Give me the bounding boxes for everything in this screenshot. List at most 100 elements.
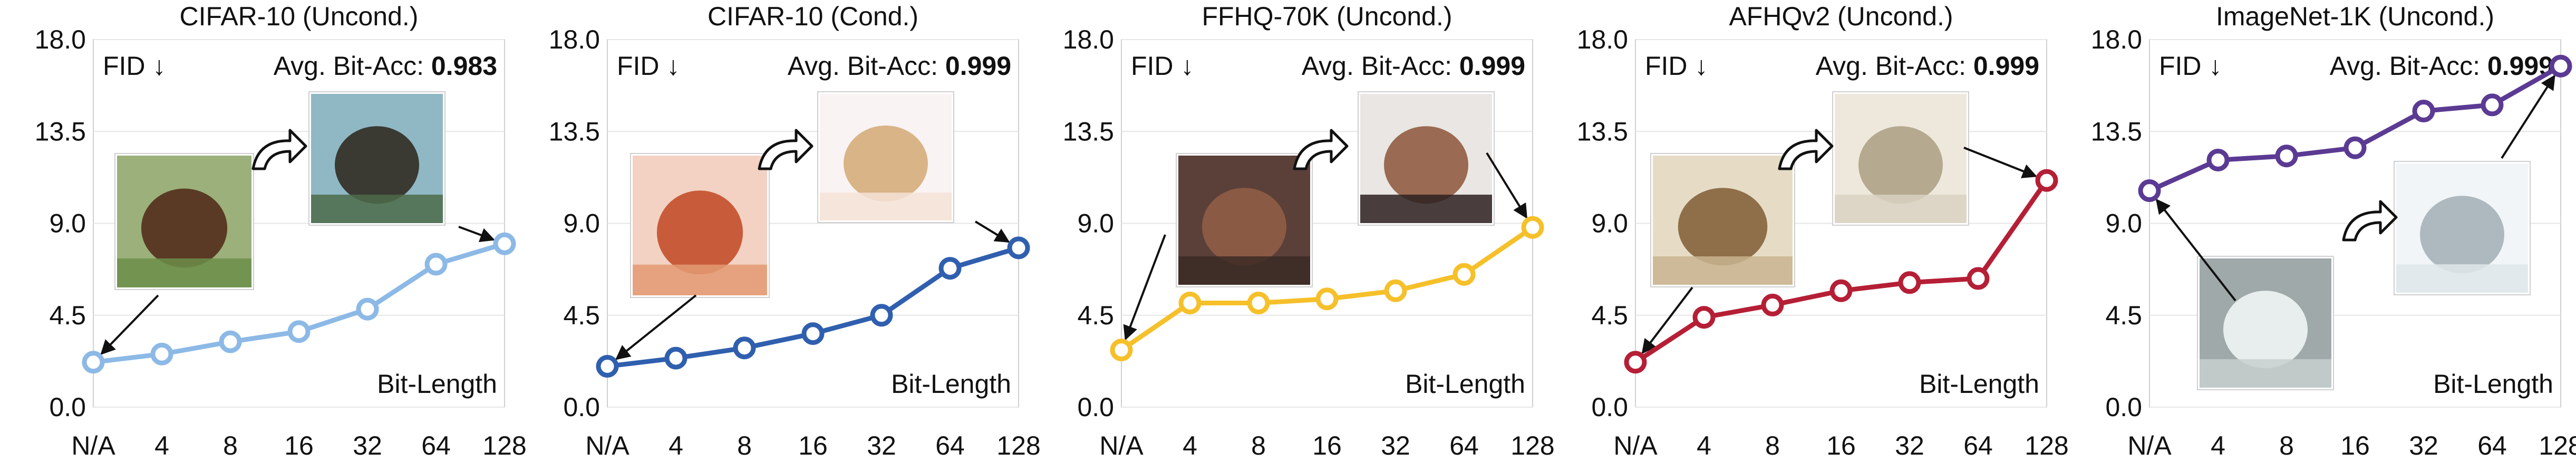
data-point — [219, 330, 242, 353]
data-point — [1110, 339, 1133, 362]
y-tick-label: 18.0 — [1063, 25, 1114, 54]
data-point — [664, 346, 687, 370]
data-point — [1761, 293, 1784, 316]
chart-panel-1: 0.0 4.5 9.0 13.5 18.0 N/A 4 8 16 32 64 128 CIFAR-10 … — [35, 2, 527, 460]
y-tick-label: 9.0 — [563, 209, 600, 238]
data-point — [150, 342, 173, 365]
pointer-arrow — [100, 294, 159, 355]
data-point — [1452, 263, 1476, 286]
data-point — [1178, 292, 1202, 315]
y-tick-label: 4.5 — [1077, 301, 1114, 330]
metric-label: FID ↓ — [2159, 51, 2222, 81]
x-axis-label: Bit-Length — [1919, 369, 2039, 399]
sample-image-watermarked — [817, 91, 954, 223]
x-tick-label: 128 — [1510, 431, 1554, 460]
x-tick-label: 128 — [2539, 431, 2576, 460]
x-tick-label: 16 — [798, 431, 828, 460]
data-point — [733, 336, 756, 360]
y-tick-label: 4.5 — [49, 301, 86, 330]
data-point — [1692, 306, 1716, 329]
chart-panel-5: 0.0 4.5 9.0 13.5 18.0 N/A 4 8 16 32 64 128 ImageNet-… — [2091, 2, 2576, 460]
chart-panel-3: 0.0 4.5 9.0 13.5 18.0 N/A 4 8 16 32 64 128 FFHQ-70K … — [1063, 2, 1555, 460]
sample-image-original — [2197, 256, 2334, 390]
bit-accuracy-label: Avg. Bit-Acc: 0.999 — [788, 51, 1011, 81]
data-point — [1967, 267, 1990, 290]
x-tick-label: 64 — [1449, 431, 1479, 460]
pointer-arrow — [974, 220, 1010, 243]
image-ground — [2200, 359, 2331, 388]
image-subject — [844, 126, 928, 201]
y-tick-label: 0.0 — [1077, 392, 1114, 422]
x-tick-label: 8 — [737, 431, 752, 460]
image-ground — [820, 192, 952, 220]
pointer-arrow — [1641, 286, 1693, 354]
x-tick-label: 128 — [996, 431, 1040, 460]
image-subject — [335, 126, 419, 204]
chart-title: FFHQ-70K (Uncond.) — [1202, 2, 1452, 31]
pointer-arrow — [1123, 234, 1166, 341]
data-point — [2035, 169, 2058, 192]
sample-image-original — [1176, 153, 1313, 287]
x-tick-label: N/A — [2127, 431, 2172, 460]
data-point — [1384, 279, 1407, 302]
image-ground — [2396, 264, 2528, 293]
x-tick-label: 4 — [2211, 431, 2225, 460]
x-tick-label: 32 — [1895, 431, 1924, 460]
image-subject — [2420, 196, 2504, 274]
y-tick-label: 4.5 — [1591, 301, 1628, 330]
sample-image-watermarked — [308, 91, 446, 226]
data-point — [1521, 216, 1544, 239]
curved-arrow-icon — [2342, 200, 2398, 242]
pointer-arrow — [1963, 147, 2038, 178]
image-ground — [311, 195, 443, 223]
bit-accuracy-label: Avg. Bit-Acc: 0.999 — [2330, 51, 2553, 81]
image-subject — [1858, 126, 1943, 204]
x-tick-label: 4 — [1697, 431, 1711, 460]
data-point — [1315, 287, 1339, 311]
x-axis-label: Bit-Length — [1405, 369, 1525, 399]
data-point — [2138, 179, 2161, 203]
chart-title: CIFAR-10 (Uncond.) — [180, 2, 419, 31]
data-point — [801, 322, 825, 345]
sample-image-original — [1650, 153, 1795, 287]
data-point — [1007, 236, 1030, 259]
x-tick-label: 64 — [1963, 431, 1993, 460]
pointer-arrow — [1486, 152, 1528, 219]
y-tick-label: 4.5 — [2105, 301, 2142, 330]
image-subject — [656, 190, 743, 275]
chart-panel-2: 0.0 4.5 9.0 13.5 18.0 N/A 4 8 16 32 64 128 CIFAR-10 … — [549, 2, 1041, 460]
chart-panel-4: 0.0 4.5 9.0 13.5 18.0 N/A 4 8 16 32 64 128 AFHQv2 (U… — [1577, 2, 2069, 460]
metric-label: FID ↓ — [1131, 51, 1194, 81]
bit-accuracy-label: Avg. Bit-Acc: 0.999 — [1816, 51, 2039, 81]
image-ground — [1653, 256, 1793, 285]
y-tick-label: 18.0 — [1577, 25, 1628, 54]
y-tick-label: 13.5 — [549, 117, 600, 146]
x-axis-label: Bit-Length — [377, 369, 497, 399]
data-point — [493, 232, 516, 255]
x-axis-label: Bit-Length — [2433, 369, 2553, 399]
image-ground — [1178, 256, 1310, 285]
data-point — [2275, 145, 2298, 168]
data-point — [1898, 271, 1921, 294]
x-tick-label: 64 — [2477, 431, 2507, 460]
x-axis-label: Bit-Length — [891, 369, 1011, 399]
image-subject — [141, 188, 228, 268]
x-tick-label: 16 — [1312, 431, 1342, 460]
data-point — [1829, 279, 1853, 302]
sample-image-watermarked — [2394, 161, 2531, 295]
bit-accuracy-label: Avg. Bit-Acc: 0.999 — [1302, 51, 1525, 81]
y-tick-label: 4.5 — [563, 301, 600, 330]
data-point — [2549, 54, 2572, 78]
x-tick-label: 4 — [1183, 431, 1197, 460]
sample-image-watermarked — [1832, 91, 1969, 226]
y-tick-label: 0.0 — [2105, 392, 2142, 422]
pointer-arrow — [615, 294, 697, 360]
chart-title: CIFAR-10 (Cond.) — [708, 2, 918, 31]
x-tick-label: 16 — [284, 431, 314, 460]
y-tick-label: 9.0 — [49, 209, 86, 238]
x-tick-label: 32 — [867, 431, 896, 460]
data-point — [287, 320, 311, 343]
x-tick-label: 32 — [2409, 431, 2438, 460]
x-tick-label: 64 — [421, 431, 451, 460]
